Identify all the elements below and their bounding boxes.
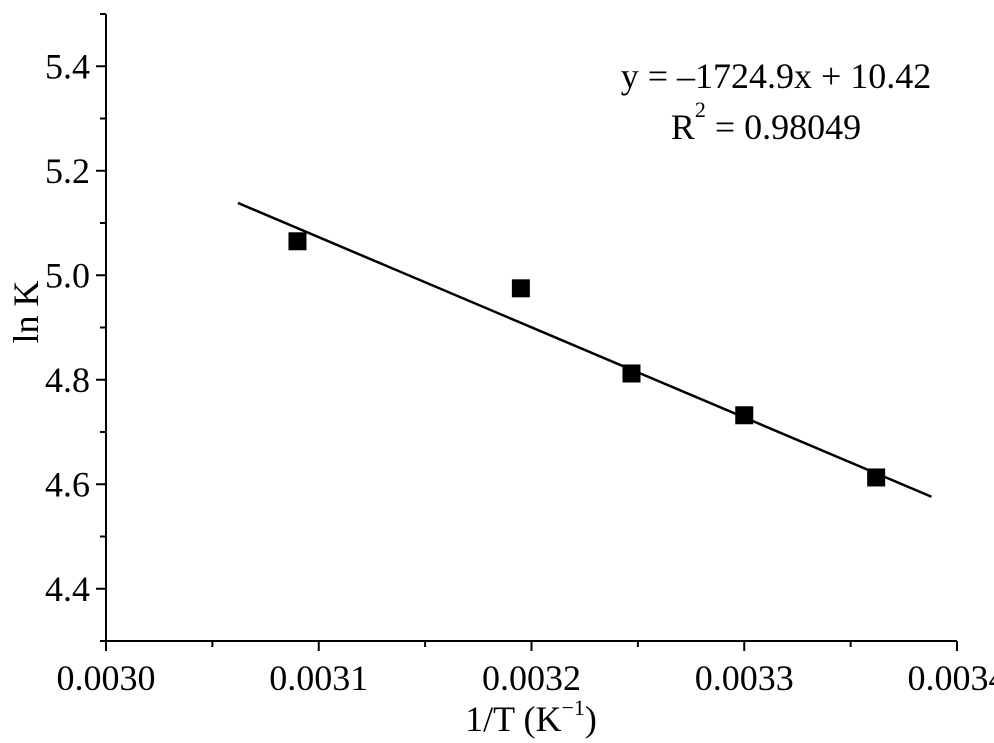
data-points [288, 232, 886, 487]
y-axis-title: ln K [6, 280, 46, 343]
y-tick-label: 4.4 [45, 569, 90, 609]
y-tick-label: 5.2 [45, 151, 90, 191]
data-point [735, 406, 754, 425]
y-tick-label: 4.6 [45, 464, 90, 504]
data-point [867, 468, 886, 487]
x-tick-label: 0.0032 [482, 658, 581, 698]
x-tick-label: 0.0033 [695, 658, 794, 698]
y-tick-label: 4.8 [45, 360, 90, 400]
x-tick-label: 0.0030 [57, 658, 156, 698]
data-point [511, 279, 530, 298]
r-squared-label: R2 = 0.98049 [671, 97, 861, 147]
fit-line-group [237, 201, 932, 498]
y-tick-label: 5.0 [45, 255, 90, 295]
y-tick-label: 5.4 [45, 46, 90, 86]
fit-equation: y = –1724.9x + 10.42 [621, 56, 932, 96]
data-point [622, 364, 641, 383]
x-axis-title: 1/T (K−1) [465, 695, 597, 739]
data-point [288, 232, 307, 251]
fit-line [237, 201, 932, 498]
x-tick-label: 0.0031 [269, 658, 368, 698]
